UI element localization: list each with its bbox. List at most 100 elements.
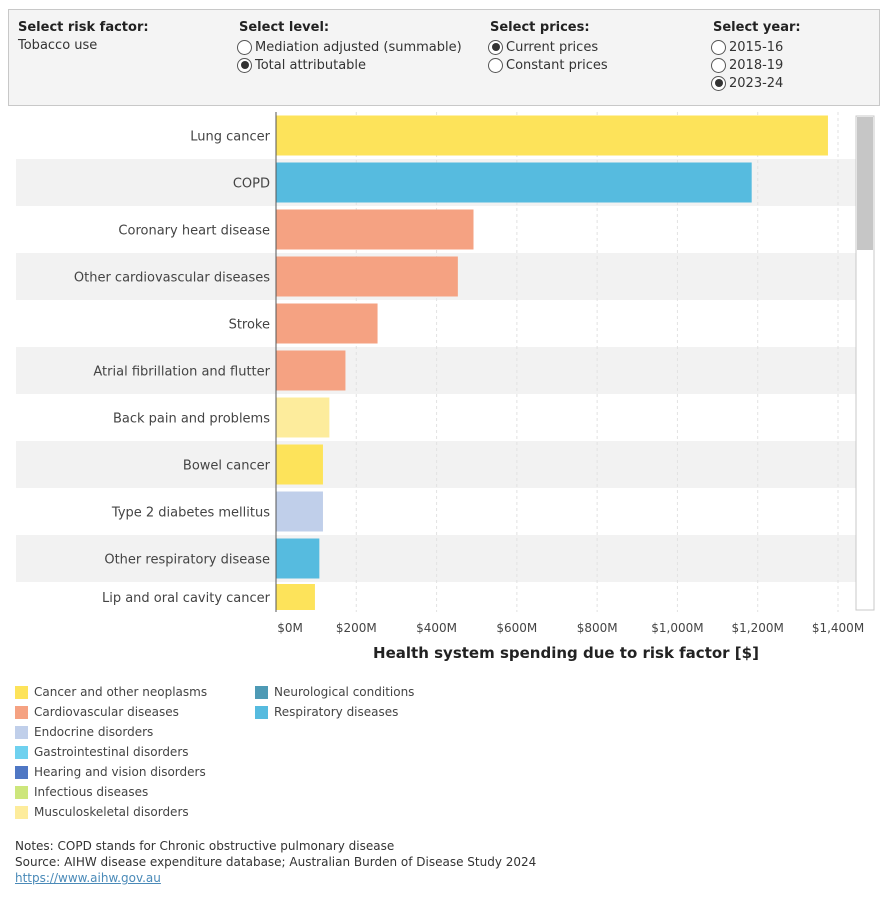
bar[interactable] — [276, 584, 315, 610]
level-option-label: Mediation adjusted (summable) — [255, 39, 462, 55]
legend-column-1: Cancer and other neoplasms Cardiovascular… — [15, 682, 207, 822]
bar[interactable] — [276, 115, 828, 156]
legend-item[interactable]: Neurological conditions — [255, 682, 414, 702]
legend-swatch — [15, 805, 28, 819]
bar[interactable] — [276, 256, 458, 297]
note-text: Notes: COPD stands for Chronic obstructi… — [15, 839, 395, 853]
bar[interactable] — [276, 350, 346, 391]
risk-factor-value[interactable]: Tobacco use — [18, 38, 98, 53]
bar[interactable] — [276, 538, 320, 579]
prices-option-label: Current prices — [506, 39, 599, 55]
legend-swatch — [255, 685, 268, 699]
gridlines — [355, 112, 839, 612]
radio-button-selected[interactable] — [237, 57, 252, 73]
legend-label: Cancer and other neoplasms — [34, 685, 208, 699]
filter-panel: Select risk factor: Tobacco use Select l… — [8, 9, 880, 106]
radio-button-selected[interactable] — [711, 75, 726, 91]
bar[interactable] — [276, 209, 474, 250]
bar-chart: Lung cancer COPD Coronary heart disease Oth… — [16, 112, 875, 662]
year-option-2023[interactable]: 2023-24 — [711, 74, 801, 92]
row-band — [16, 347, 856, 394]
year-option-label: 2018-19 — [729, 57, 784, 73]
year-option-2018[interactable]: 2018-19 — [711, 56, 801, 74]
category-label: Other respiratory disease — [104, 553, 270, 568]
bars — [276, 115, 828, 610]
category-label: Lung cancer — [190, 130, 270, 145]
x-axis-title: Health system spending due to risk facto… — [373, 644, 759, 662]
level-option-label: Total attributable — [255, 57, 367, 73]
risk-factor-title: Select risk factor: — [18, 20, 149, 35]
level-title: Select level: — [239, 20, 330, 35]
legend-label: Respiratory diseases — [274, 705, 399, 719]
level-filter: Select level: Mediation adjusted (summab… — [237, 20, 462, 74]
legend-item[interactable]: Cancer and other neoplasms — [15, 682, 207, 702]
x-tick-label: $200M — [336, 621, 377, 635]
bar[interactable] — [276, 303, 378, 344]
legend-swatch — [15, 685, 28, 699]
x-tick-label: $1,000M — [651, 621, 703, 635]
legend-swatch — [255, 705, 268, 719]
source-text: Source: AIHW disease expenditure databas… — [15, 855, 537, 869]
legend-item[interactable]: Gastrointestinal disorders — [15, 742, 207, 762]
category-label: Type 2 diabetes mellitus — [111, 506, 270, 521]
bar[interactable] — [276, 491, 323, 532]
prices-option-current[interactable]: Current prices — [488, 38, 608, 56]
radio-button[interactable] — [237, 39, 252, 55]
row-band — [16, 441, 856, 488]
legend-label: Musculoskeletal disorders — [34, 805, 189, 819]
radio-button[interactable] — [711, 39, 726, 55]
x-tick-label: $1,400M — [812, 621, 864, 635]
legend-label: Cardiovascular diseases — [34, 705, 179, 719]
legend-swatch — [15, 745, 28, 759]
category-label: Other cardiovascular diseases — [74, 271, 270, 286]
x-tick-labels: $0M $200M $400M $600M $800M $1,000M $1,200M $1,… — [277, 621, 864, 635]
legend-item[interactable]: Endocrine disorders — [15, 722, 207, 742]
category-label: COPD — [233, 177, 270, 192]
category-label: Back pain and problems — [113, 412, 270, 427]
year-title: Select year: — [713, 20, 801, 35]
category-label: Lip and oral cavity cancer — [102, 591, 271, 606]
legend-swatch — [15, 725, 28, 739]
scrollbar-thumb[interactable] — [857, 117, 873, 250]
row-band — [16, 535, 856, 582]
year-option-label: 2023-24 — [729, 75, 784, 91]
legend-label: Neurological conditions — [274, 685, 415, 699]
legend-label: Gastrointestinal disorders — [34, 745, 189, 759]
x-tick-label: $400M — [416, 621, 457, 635]
legend-swatch — [15, 785, 28, 799]
category-label: Atrial fibrillation and flutter — [93, 365, 270, 380]
x-tick-label: $0M — [277, 621, 303, 635]
legend-item[interactable]: Respiratory diseases — [255, 702, 414, 722]
level-option-total[interactable]: Total attributable — [237, 56, 462, 74]
bar[interactable] — [276, 444, 323, 485]
prices-filter: Select prices: Current prices Constant p… — [488, 20, 608, 74]
level-option-mediation[interactable]: Mediation adjusted (summable) — [237, 38, 462, 56]
radio-button[interactable] — [711, 57, 726, 73]
radio-button-selected[interactable] — [488, 39, 503, 55]
risk-factor-filter[interactable]: Select risk factor: Tobacco use — [18, 20, 149, 53]
legend-item[interactable]: Musculoskeletal disorders — [15, 802, 207, 822]
prices-option-label: Constant prices — [506, 57, 608, 73]
x-tick-label: $800M — [577, 621, 618, 635]
legend-label: Hearing and vision disorders — [34, 765, 206, 779]
aihw-link[interactable]: https://www.aihw.gov.au — [15, 871, 161, 885]
year-option-2015[interactable]: 2015-16 — [711, 38, 801, 56]
legend-item[interactable]: Cardiovascular diseases — [15, 702, 207, 722]
legend-swatch — [15, 705, 28, 719]
legend-item[interactable]: Hearing and vision disorders — [15, 762, 207, 782]
radio-button[interactable] — [488, 57, 503, 73]
bar[interactable] — [276, 397, 330, 438]
x-tick-label: $1,200M — [732, 621, 784, 635]
x-tick-label: $600M — [496, 621, 537, 635]
legend-item[interactable]: Infectious diseases — [15, 782, 207, 802]
year-option-label: 2015-16 — [729, 39, 784, 55]
prices-option-constant[interactable]: Constant prices — [488, 56, 608, 74]
category-labels: Lung cancer COPD Coronary heart disease Oth… — [74, 130, 271, 607]
bar[interactable] — [276, 162, 752, 203]
legend-column-2: Neurological conditions Respiratory disea… — [255, 682, 414, 722]
legend-label: Endocrine disorders — [34, 725, 154, 739]
category-label: Bowel cancer — [183, 459, 271, 474]
category-label: Coronary heart disease — [118, 224, 270, 239]
prices-title: Select prices: — [490, 20, 590, 35]
notes: Notes: COPD stands for Chronic obstructi… — [15, 838, 536, 886]
